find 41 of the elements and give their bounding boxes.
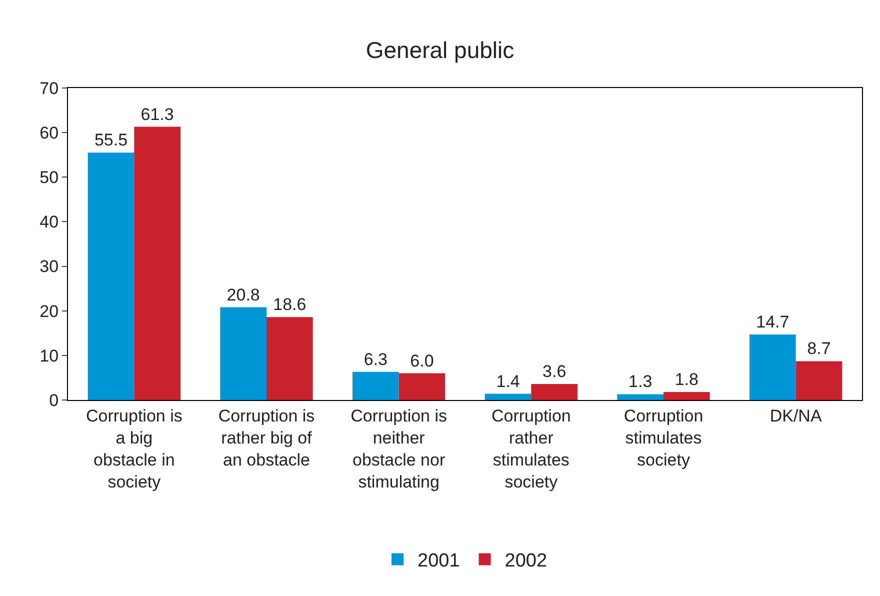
x-tick-label: Corruption is neither obstacle nor stimulating <box>350 406 448 492</box>
bar <box>664 392 710 400</box>
y-tick-label: 70 <box>40 78 59 98</box>
data-label: 61.3 <box>140 104 174 124</box>
y-tick-label: 50 <box>40 168 59 188</box>
x-tick-label: Corruption is a big obstacle in society <box>86 406 182 492</box>
bar <box>531 384 578 400</box>
data-label: 6.3 <box>364 350 388 369</box>
data-label: 1.8 <box>674 370 698 389</box>
bar <box>266 317 313 400</box>
legend-label: 2001 <box>418 550 460 572</box>
x-tick-label: Corruption is rather big of an obstacle <box>218 406 315 470</box>
legend-label: 2002 <box>504 550 548 572</box>
data-label: 55.5 <box>94 130 128 150</box>
data-label: 14.7 <box>756 312 790 332</box>
y-tick-label: 30 <box>40 257 59 276</box>
data-label: 6.0 <box>410 351 434 370</box>
bar <box>352 372 399 400</box>
x-tick-label: Corruption stimulates society <box>624 406 704 470</box>
x-tick-label: DK/NA <box>770 406 822 426</box>
y-tick-label: 0 <box>49 390 59 410</box>
bar <box>617 394 664 400</box>
bar <box>134 126 180 400</box>
data-label: 1.3 <box>628 372 652 392</box>
y-tick-label: 20 <box>40 302 59 321</box>
bar <box>750 334 796 400</box>
data-label: 8.7 <box>807 339 831 358</box>
bar <box>796 361 842 400</box>
data-label: 3.6 <box>542 362 566 381</box>
data-label: 18.6 <box>273 295 306 314</box>
bar <box>398 373 446 400</box>
data-label: 20.8 <box>226 285 260 304</box>
x-tick-label: Corruption rather stimulates society <box>491 406 571 492</box>
y-tick-label: 10 <box>40 346 59 366</box>
data-label: 1.4 <box>496 372 520 391</box>
bar <box>88 152 134 400</box>
bar <box>220 307 266 400</box>
y-tick-label: 60 <box>40 124 59 143</box>
chart-title: General public <box>366 36 514 63</box>
bar <box>484 394 532 400</box>
y-tick-label: 40 <box>40 212 59 232</box>
